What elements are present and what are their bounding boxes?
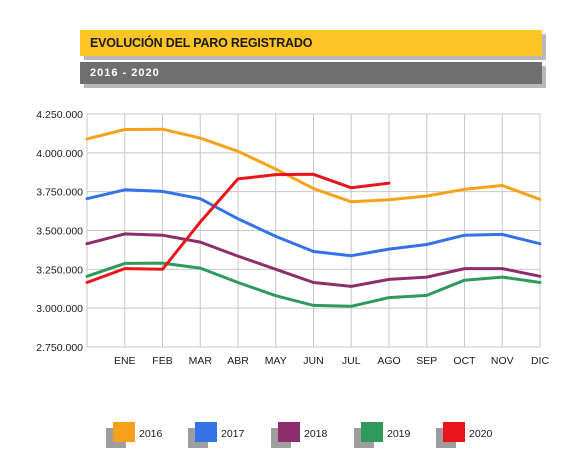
y-tick-label: 3.250.000 bbox=[36, 264, 83, 276]
legend-swatch bbox=[443, 422, 465, 442]
series-line-2016 bbox=[85, 127, 542, 204]
legend-label: 2017 bbox=[221, 428, 245, 440]
series-line-2020 bbox=[85, 172, 391, 284]
y-tick-label: 3.000.000 bbox=[36, 303, 83, 315]
x-tick-label: JUN bbox=[303, 355, 323, 367]
series-line-2018 bbox=[85, 232, 542, 288]
y-tick-label: 2.750.000 bbox=[36, 342, 83, 354]
x-tick-label: SEP bbox=[416, 355, 437, 367]
legend-label: 2018 bbox=[304, 428, 328, 440]
y-tick-label: 3.750.000 bbox=[36, 187, 83, 199]
x-tick-label: ENE bbox=[114, 355, 136, 367]
x-tick-label: JUL bbox=[342, 355, 361, 367]
y-tick-label: 4.250.000 bbox=[36, 109, 83, 121]
line-chart: 2.750.000 3.000.000 3.250.000 3.500.000 3.75… bbox=[36, 109, 550, 367]
x-tick-label: MAY bbox=[265, 355, 287, 367]
x-tick-label: FEB bbox=[152, 355, 172, 367]
series-line-2019 bbox=[85, 261, 542, 308]
subtitle-banner: 2016 - 2020 bbox=[80, 62, 542, 84]
legend: 2016 2017 2018 2019 2020 bbox=[0, 420, 580, 450]
legend-label: 2016 bbox=[139, 428, 163, 440]
x-tick-label: ABR bbox=[227, 355, 249, 367]
x-tick-label: AGO bbox=[377, 355, 400, 367]
legend-label: 2020 bbox=[469, 428, 493, 440]
y-tick-label: 4.000.000 bbox=[36, 148, 83, 160]
x-tick-label: OCT bbox=[453, 355, 476, 367]
title-banner: EVOLUCIÓN DEL PARO REGISTRADO bbox=[80, 30, 542, 56]
y-tick-label: 3.500.000 bbox=[36, 226, 83, 238]
legend-swatch bbox=[361, 422, 383, 442]
legend-swatch bbox=[195, 422, 217, 442]
legend-swatch bbox=[113, 422, 135, 442]
chart-subtitle: 2016 - 2020 bbox=[90, 67, 160, 79]
x-tick-label: MAR bbox=[189, 355, 213, 367]
legend-swatch bbox=[278, 422, 300, 442]
legend-label: 2019 bbox=[387, 428, 411, 440]
series-line-2017 bbox=[85, 188, 542, 258]
chart-title: EVOLUCIÓN DEL PARO REGISTRADO bbox=[90, 36, 313, 50]
x-tick-label: DIC bbox=[531, 355, 550, 367]
x-tick-label: NOV bbox=[491, 355, 514, 367]
